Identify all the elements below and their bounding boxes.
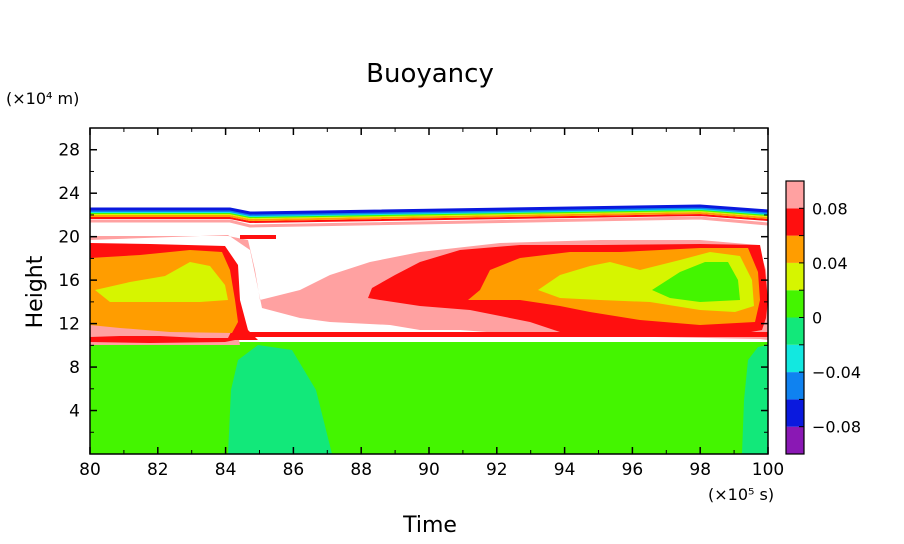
x-tick-label: 98 (689, 460, 711, 480)
y-tick-label: 24 (58, 184, 80, 204)
contour-pink (90, 216, 768, 228)
contour-lightblue (90, 206, 768, 217)
colorbar-swatch (786, 262, 804, 291)
y-tick-label: 16 (58, 271, 80, 291)
colorbar-swatch (786, 181, 804, 209)
region-zero-pocket-a (228, 345, 332, 454)
x-tick-label: 94 (554, 460, 576, 480)
y-unit-label: (×10⁴ m) (6, 89, 79, 108)
colorbar-swatch (786, 399, 804, 427)
region-yellow-left (95, 262, 228, 302)
colorbar-frame (785, 180, 805, 455)
chart-title: Buoyancy (366, 59, 494, 89)
colorbar-swatch (786, 235, 804, 263)
x-tick-label: 86 (283, 460, 305, 480)
colorbar-label: −0.04 (812, 363, 861, 382)
x-tick-label: 90 (418, 460, 440, 480)
plot-area (90, 128, 768, 454)
x-unit-label: (×10⁵ s) (708, 485, 774, 504)
colorbar-swatch (786, 372, 804, 400)
y-axis-label: Height (23, 255, 48, 328)
colorbar-label: 0 (812, 309, 822, 328)
x-tick-label: 84 (215, 460, 237, 480)
y-tick-label: 4 (69, 402, 80, 422)
colorbar-swatch (786, 426, 804, 454)
region-red-tropo-line (240, 332, 768, 337)
x-tick-label: 100 (752, 460, 784, 480)
colorbar-swatch (786, 208, 804, 236)
region-zero-pocket-b (742, 345, 768, 454)
colorbar: −0.08 −0.04 0 0.04 0.08 (785, 180, 861, 455)
contour-blue (90, 204, 768, 215)
x-axis: 80 82 84 86 88 90 92 94 96 98 100 (79, 128, 784, 480)
contour-orange (90, 211, 768, 222)
x-tick-label: 96 (622, 460, 644, 480)
y-tick-label: 20 (58, 228, 80, 248)
y-tick-label: 12 (58, 315, 80, 335)
x-tick-label: 80 (79, 460, 101, 480)
colorbar-label: 0.04 (812, 254, 848, 273)
colorbar-swatch (786, 317, 804, 345)
region-pink-top-dash (240, 235, 276, 239)
region-green-core-right (652, 262, 740, 302)
x-tick-label: 92 (486, 460, 508, 480)
colorbar-label: 0.08 (812, 199, 848, 218)
x-tick-label: 88 (350, 460, 372, 480)
contour-red (90, 213, 768, 224)
colorbar-label: −0.08 (812, 418, 861, 437)
x-tick-label: 82 (147, 460, 169, 480)
x-axis-label: Time (402, 513, 457, 538)
colorbar-swatch (786, 344, 804, 373)
colorbar-swatch (786, 290, 804, 318)
y-tick-label: 28 (58, 141, 80, 161)
y-tick-label: 8 (69, 358, 80, 378)
y-axis: 4 8 12 16 20 24 28 (58, 141, 768, 433)
region-lower-green (90, 342, 768, 454)
